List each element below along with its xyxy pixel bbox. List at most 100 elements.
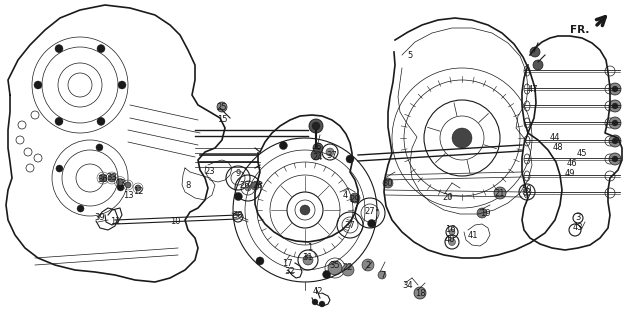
Text: 34: 34 — [403, 281, 413, 290]
Text: 29: 29 — [350, 196, 360, 204]
Text: 35: 35 — [329, 260, 340, 269]
Text: 21: 21 — [495, 188, 505, 197]
Circle shape — [323, 270, 331, 278]
Circle shape — [256, 257, 264, 265]
Text: 2: 2 — [365, 260, 370, 269]
Text: 33: 33 — [106, 173, 117, 182]
Text: 9: 9 — [236, 169, 241, 178]
Circle shape — [55, 44, 63, 52]
Circle shape — [612, 86, 618, 92]
Circle shape — [97, 44, 105, 52]
Text: FR.: FR. — [570, 25, 590, 35]
Text: 4: 4 — [342, 191, 348, 201]
Text: 30: 30 — [382, 179, 393, 188]
Text: 47: 47 — [528, 85, 538, 94]
Text: 17: 17 — [282, 260, 292, 268]
Circle shape — [612, 120, 618, 126]
Circle shape — [135, 185, 141, 191]
Text: 10: 10 — [169, 218, 180, 227]
Text: 36: 36 — [98, 175, 108, 185]
Circle shape — [362, 259, 374, 271]
Text: 3: 3 — [575, 213, 581, 222]
Text: 16: 16 — [445, 226, 455, 235]
Circle shape — [350, 193, 360, 203]
Text: 41: 41 — [467, 230, 478, 239]
Text: 43: 43 — [573, 223, 583, 233]
Circle shape — [533, 60, 543, 70]
Circle shape — [609, 153, 621, 165]
Text: 6: 6 — [315, 143, 321, 153]
Text: 24: 24 — [312, 154, 323, 163]
Circle shape — [477, 208, 487, 218]
Circle shape — [452, 128, 472, 148]
Text: 8: 8 — [185, 180, 191, 189]
Circle shape — [449, 238, 455, 245]
Text: 49: 49 — [564, 169, 575, 178]
Circle shape — [77, 205, 84, 212]
Text: 28: 28 — [253, 180, 263, 189]
Circle shape — [234, 193, 243, 201]
Text: 13: 13 — [115, 179, 125, 188]
Text: 12: 12 — [133, 188, 143, 196]
Text: 32: 32 — [285, 268, 295, 276]
Circle shape — [414, 287, 426, 299]
Text: 44: 44 — [550, 133, 560, 142]
Circle shape — [55, 117, 63, 125]
Circle shape — [609, 100, 621, 112]
Circle shape — [245, 185, 251, 191]
Text: 31: 31 — [302, 253, 313, 262]
Circle shape — [309, 119, 323, 133]
Text: 1: 1 — [307, 244, 312, 252]
Text: 15: 15 — [217, 116, 227, 124]
Text: 39: 39 — [94, 213, 105, 222]
Circle shape — [612, 138, 618, 144]
Text: 42: 42 — [312, 287, 323, 297]
Circle shape — [217, 102, 227, 112]
Text: 48: 48 — [553, 143, 563, 153]
Circle shape — [612, 103, 618, 109]
Circle shape — [97, 117, 105, 125]
Text: 45: 45 — [576, 148, 587, 157]
Text: 11: 11 — [110, 218, 120, 227]
Circle shape — [117, 184, 124, 191]
Circle shape — [346, 155, 354, 163]
Circle shape — [609, 135, 621, 147]
Text: 5: 5 — [408, 51, 413, 60]
Circle shape — [313, 143, 323, 153]
Circle shape — [612, 156, 618, 162]
Circle shape — [300, 205, 310, 215]
Circle shape — [326, 148, 334, 156]
Circle shape — [312, 299, 318, 305]
Text: 26: 26 — [239, 180, 250, 189]
Circle shape — [494, 187, 506, 199]
Circle shape — [312, 122, 320, 130]
Text: 50: 50 — [522, 186, 532, 195]
Circle shape — [99, 174, 107, 182]
Circle shape — [34, 81, 42, 89]
Circle shape — [303, 255, 313, 265]
Text: 23: 23 — [205, 167, 215, 177]
Text: 18: 18 — [415, 289, 425, 298]
Text: 19: 19 — [480, 209, 490, 218]
Circle shape — [56, 165, 63, 172]
Circle shape — [118, 81, 126, 89]
Circle shape — [117, 179, 123, 186]
Circle shape — [279, 141, 287, 149]
Text: 27: 27 — [365, 207, 375, 217]
Circle shape — [328, 261, 342, 275]
Circle shape — [609, 83, 621, 95]
Text: 13: 13 — [123, 190, 134, 199]
Text: 46: 46 — [567, 158, 577, 167]
Circle shape — [251, 182, 259, 190]
Circle shape — [378, 271, 386, 279]
Circle shape — [342, 264, 354, 276]
Circle shape — [383, 178, 393, 188]
Circle shape — [311, 150, 321, 160]
Circle shape — [449, 229, 455, 235]
Text: 37: 37 — [345, 220, 355, 229]
Text: 40: 40 — [445, 236, 455, 244]
Text: 20: 20 — [443, 194, 453, 203]
Circle shape — [96, 144, 103, 151]
Circle shape — [530, 47, 540, 57]
Text: 7: 7 — [381, 270, 386, 279]
